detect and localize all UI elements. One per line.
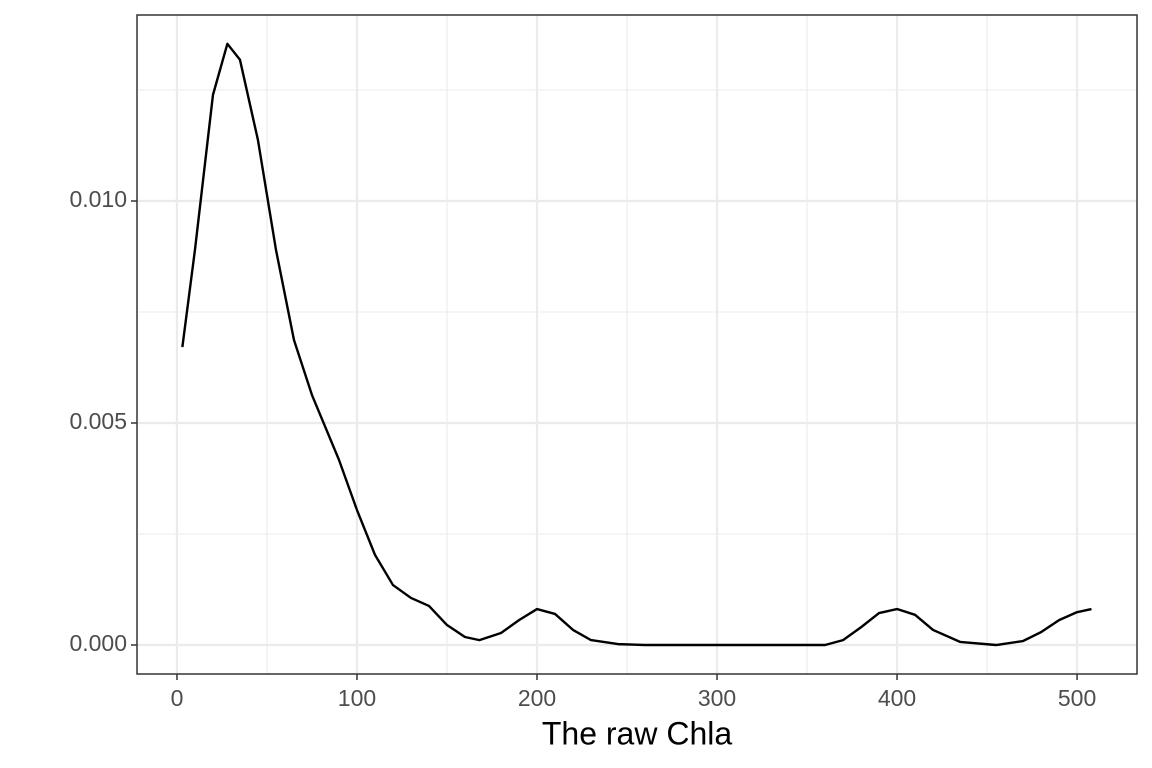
x-tick-label: 100 [338, 685, 376, 711]
x-tick-label: 200 [518, 685, 556, 711]
x-axis-title: The raw Chla [542, 715, 733, 751]
x-tick-label: 400 [878, 685, 916, 711]
y-tick-label: 0.005 [69, 408, 127, 434]
y-tick-label: 0.000 [69, 630, 127, 656]
y-tick-label: 0.010 [69, 186, 127, 212]
density-line [181, 42, 1092, 647]
plot-border [136, 14, 1138, 675]
x-tick-label: 500 [1058, 685, 1096, 711]
x-tick-label: 300 [698, 685, 736, 711]
x-tick-label: 0 [171, 685, 184, 711]
